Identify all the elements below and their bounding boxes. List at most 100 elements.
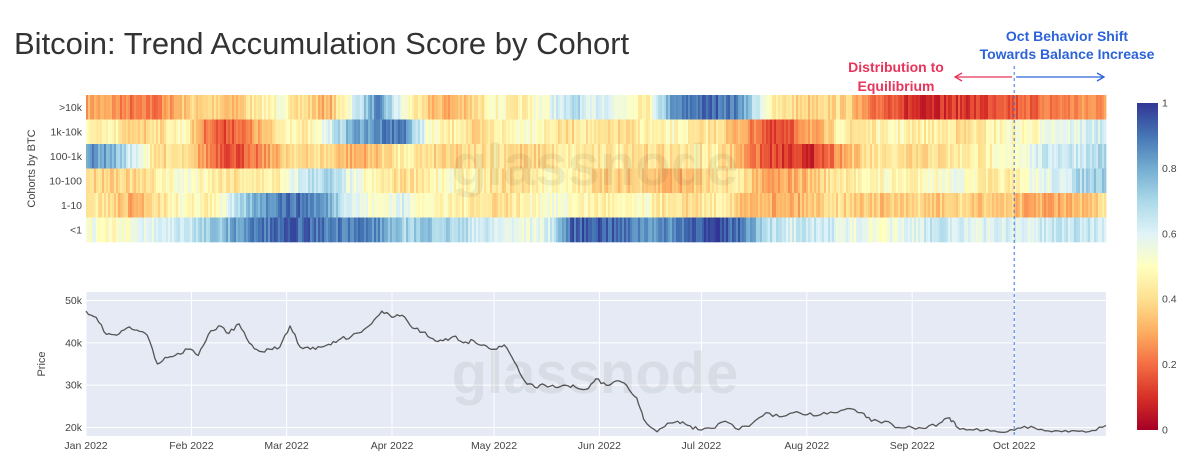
heatmap-cell: [1044, 193, 1047, 218]
heatmap-cell: [474, 168, 477, 194]
heatmap-cell: [1072, 144, 1075, 169]
heatmap-cell: [318, 95, 321, 120]
heatmap-cell: [274, 217, 277, 243]
heatmap-cell: [776, 193, 779, 218]
heatmap-cell: [812, 193, 815, 218]
heatmap-cell: [366, 193, 369, 218]
heatmap-cell: [636, 193, 639, 218]
heatmap-cell: [658, 193, 661, 218]
heatmap-cell: [1024, 193, 1027, 218]
heatmap-cell: [640, 193, 643, 218]
heatmap-cell: [398, 95, 401, 120]
heatmap-cell: [406, 168, 409, 194]
heatmap-cell: [1036, 95, 1039, 120]
heatmap-cell: [922, 193, 925, 218]
heatmap-cell: [626, 95, 629, 120]
heatmap-cell: [210, 168, 213, 194]
heatmap-cell: [226, 95, 229, 120]
heatmap-cell: [434, 193, 437, 218]
heatmap-cell: [316, 144, 319, 169]
heatmap-cell: [872, 95, 875, 120]
heatmap-cell: [202, 168, 205, 194]
heatmap-cell: [722, 95, 725, 120]
heatmap-cell: [238, 95, 241, 120]
heatmap-cell: [992, 217, 995, 243]
heatmap-cell: [1060, 95, 1063, 120]
heatmap-cell: [736, 217, 739, 243]
heatmap-cell: [1012, 217, 1015, 243]
heatmap-cell: [996, 193, 999, 218]
heatmap-cell: [278, 144, 281, 169]
heatmap-cell: [746, 95, 749, 120]
heatmap-cell: [200, 119, 203, 145]
heatmap-cell: [684, 95, 687, 120]
heatmap-cell: [412, 95, 415, 120]
heatmap-cell: [1100, 193, 1103, 218]
heatmap-cell: [400, 193, 403, 218]
heatmap-cell: [168, 144, 171, 169]
heatmap-cell: [906, 95, 909, 120]
heatmap-cell: [632, 193, 635, 218]
heatmap-cell: [204, 217, 207, 243]
heatmap-cell: [94, 144, 97, 169]
heatmap-cell: [572, 193, 575, 218]
heatmap-cell: [462, 95, 465, 120]
heatmap-cell: [858, 95, 861, 120]
heatmap-cell: [216, 217, 219, 243]
heatmap-cell: [1030, 193, 1033, 218]
heatmap-cell: [1056, 217, 1059, 243]
heatmap-cell: [810, 168, 813, 194]
heatmap-cell: [396, 168, 399, 194]
heatmap-cell: [388, 95, 391, 120]
heatmap-cell: [848, 217, 851, 243]
heatmap-cell: [930, 217, 933, 243]
heatmap-cell: [450, 168, 453, 194]
heatmap-cell: [822, 193, 825, 218]
heatmap-cell: [180, 95, 183, 120]
heatmap-cell: [744, 119, 747, 145]
heatmap-cell: [680, 217, 683, 243]
heatmap-cell: [282, 217, 285, 243]
heatmap-cell: [862, 217, 865, 243]
heatmap-cell: [1072, 95, 1075, 120]
heatmap-cell: [96, 217, 99, 243]
heatmap-cell: [686, 95, 689, 120]
heatmap-cell: [1028, 168, 1031, 194]
heatmap-cell: [474, 193, 477, 218]
heatmap-cell: [714, 168, 717, 194]
heatmap-cell: [512, 193, 515, 218]
heatmap-cell: [272, 217, 275, 243]
heatmap-cell: [616, 95, 619, 120]
heatmap-cell: [210, 119, 213, 145]
heatmap-cell: [590, 168, 593, 194]
heatmap-cell: [880, 119, 883, 145]
heatmap-cell: [1020, 119, 1023, 145]
heatmap-cell: [616, 168, 619, 194]
heatmap-cell: [370, 217, 373, 243]
heatmap-cell: [554, 119, 557, 145]
heatmap-cell: [740, 168, 743, 194]
heatmap-cell: [648, 168, 651, 194]
heatmap-cell: [1036, 119, 1039, 145]
heatmap-cell: [304, 217, 307, 243]
heatmap-cell: [912, 95, 915, 120]
heatmap-cell: [702, 193, 705, 218]
heatmap-cell: [998, 95, 1001, 120]
heatmap-cell: [978, 95, 981, 120]
heatmap-cell: [174, 144, 177, 169]
heatmap-cell: [436, 193, 439, 218]
heatmap-cell: [206, 168, 209, 194]
heatmap-cell: [506, 119, 509, 145]
heatmap-cell: [676, 193, 679, 218]
heatmap-cell: [354, 217, 357, 243]
heatmap-cell: [734, 217, 737, 243]
heatmap-cell: [410, 95, 413, 120]
heatmap-cell: [532, 168, 535, 194]
heatmap-cell: [960, 168, 963, 194]
heatmap-cell: [1092, 144, 1095, 169]
heatmap-cell: [472, 119, 475, 145]
heatmap-cell: [436, 168, 439, 194]
heatmap-cell: [988, 193, 991, 218]
heatmap-cell: [586, 95, 589, 120]
